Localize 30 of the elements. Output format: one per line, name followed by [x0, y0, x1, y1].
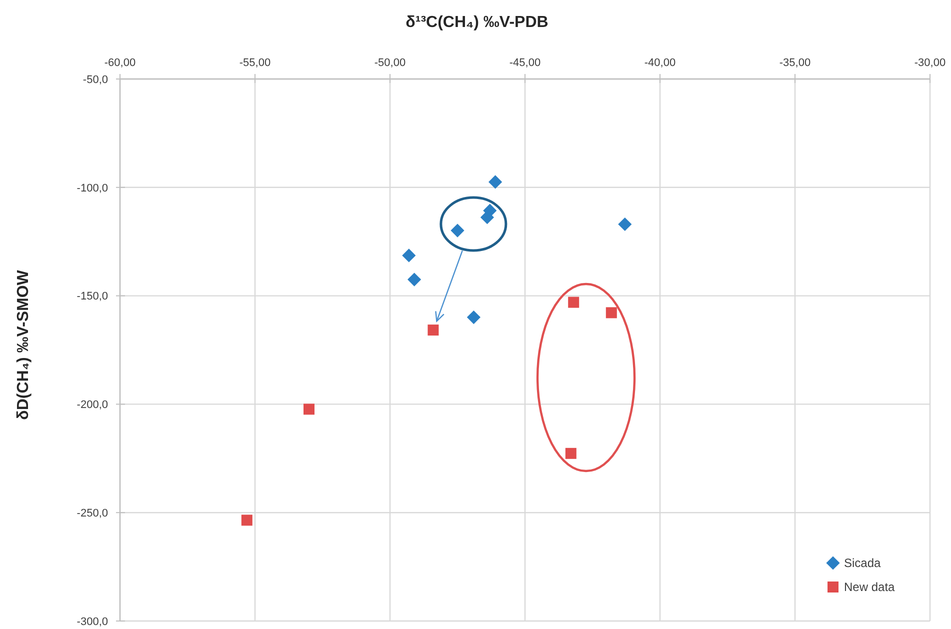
point — [428, 324, 439, 336]
point — [618, 217, 632, 232]
point — [565, 448, 576, 459]
x-axis-title: δ¹³C(CH₄) ‰V-PDB — [406, 14, 548, 31]
y-tick-label: -200,0 — [76, 399, 108, 412]
x-tick-label: -50,00 — [374, 57, 406, 69]
y-tick-label: -300,0 — [76, 616, 108, 628]
point — [408, 272, 422, 286]
x-tick-label: -30,00 — [914, 57, 946, 69]
point — [241, 514, 252, 526]
point — [466, 310, 480, 324]
x-tick-label: -45,00 — [509, 57, 541, 69]
y-axis-title: δD(CH₄) ‰V-SMOW — [15, 269, 32, 420]
y-tick-label: -50,0 — [82, 74, 108, 86]
point — [488, 175, 502, 189]
x-tick-label: -60,00 — [104, 57, 136, 69]
point — [480, 210, 494, 224]
point — [606, 307, 617, 318]
y-tick-label: -250,0 — [76, 507, 108, 520]
y-tick-label: -100,0 — [76, 182, 108, 194]
point — [304, 404, 314, 415]
point — [450, 224, 464, 238]
y-tick-label: -150,0 — [76, 290, 108, 303]
legend-label: New data — [844, 580, 896, 594]
legend-label: Sicada — [844, 556, 882, 570]
x-tick-label: -35,00 — [779, 57, 811, 69]
x-tick-label: -40,00 — [644, 57, 676, 69]
x-tick-label: -55,00 — [239, 57, 271, 69]
point — [402, 248, 416, 262]
point — [568, 296, 580, 308]
